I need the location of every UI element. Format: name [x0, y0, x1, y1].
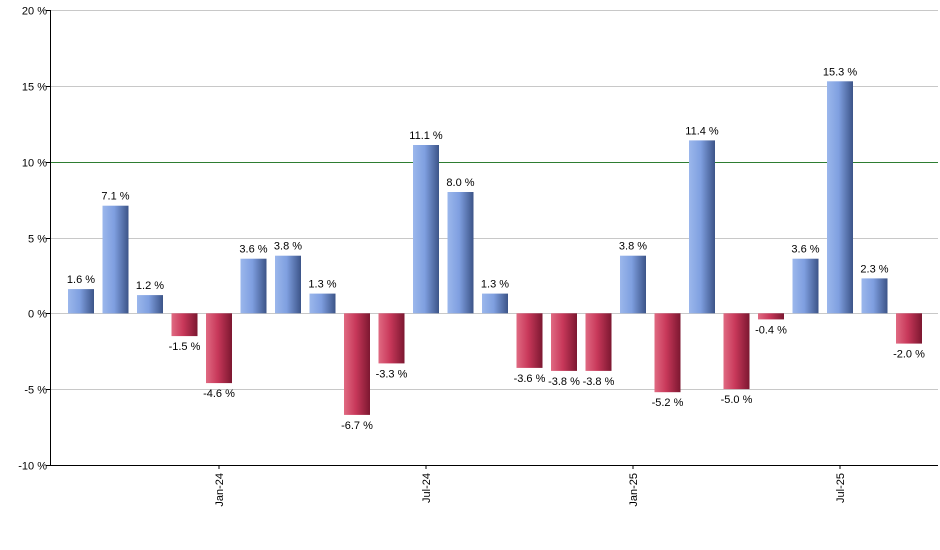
y-tick-label: 10 % [22, 158, 47, 170]
bar-positive [309, 293, 336, 314]
data-label: 7.1 % [101, 191, 129, 203]
bar-negative [585, 313, 612, 371]
data-label: 1.6 % [67, 274, 95, 286]
x-tick-label: Jul-25 [835, 473, 847, 503]
data-label: -1.5 % [169, 341, 201, 353]
data-label: -2.0 % [893, 349, 925, 361]
bar-negative [551, 313, 577, 371]
bar-positive [240, 258, 267, 314]
data-label: -3.6 % [514, 373, 546, 385]
data-label: 3.6 % [791, 244, 819, 256]
bar-negative [723, 313, 750, 390]
y-tick-label: 5 % [28, 234, 47, 246]
bar-positive [861, 278, 888, 314]
bar-positive [275, 255, 301, 314]
data-label: 8.0 % [446, 177, 474, 189]
x-tick-label: Jul-24 [421, 473, 433, 503]
data-label: 11.1 % [409, 130, 443, 142]
data-label: -3.3 % [376, 368, 408, 380]
data-label: 1.2 % [136, 280, 164, 292]
data-label: -6.7 % [341, 420, 373, 432]
data-label: 15.3 % [823, 66, 857, 78]
bar-negative [516, 313, 543, 368]
y-tick-label: 20 % [22, 6, 47, 18]
data-label: 1.3 % [481, 279, 509, 291]
bar-positive [827, 81, 853, 314]
bar-positive [620, 255, 646, 314]
data-label: -5.0 % [721, 394, 753, 406]
data-label: -0.4 % [755, 324, 787, 336]
data-label: 1.3 % [308, 279, 336, 291]
bar-positive [447, 192, 474, 314]
y-tick-label: 0 % [28, 309, 47, 321]
data-label: -5.2 % [652, 397, 684, 409]
y-tick-label: -10 % [18, 461, 47, 473]
data-label: 11.4 % [685, 125, 719, 137]
bar-negative [654, 313, 681, 393]
bar-positive [482, 293, 508, 314]
data-label: -3.8 % [583, 376, 615, 388]
data-label: 3.8 % [274, 241, 302, 253]
bar-positive [792, 258, 819, 314]
data-label: -3.8 % [548, 376, 580, 388]
bars [68, 81, 922, 415]
data-labels: 1.6 % 7.1 % 1.2 % -1.5 % -4.6 % 3.6 % 3.8 % 1.3… [67, 66, 925, 432]
data-label: 2.3 % [860, 263, 888, 275]
bar-positive [413, 145, 439, 314]
bar-negative [758, 313, 784, 320]
data-label: -4.6 % [203, 388, 235, 400]
bar-negative [378, 313, 405, 364]
bar-negative [206, 313, 232, 384]
y-tick-label: 15 % [22, 82, 47, 94]
bar-negative [896, 313, 922, 344]
x-tick-label: Jan-25 [628, 473, 640, 507]
data-label: 3.8 % [619, 241, 647, 253]
bar-negative [344, 313, 370, 415]
data-label: 3.6 % [239, 244, 267, 256]
axes: -10 % -5 % 0 % 5 % 10 % 15 % 20 % Jan-24 Jul-24 J… [18, 6, 938, 507]
bar-positive [689, 140, 715, 314]
bar-positive [68, 289, 94, 314]
bar-positive [137, 295, 163, 314]
x-tick-label: Jan-24 [214, 473, 226, 507]
y-tick-label: -5 % [24, 385, 47, 397]
bar-negative [171, 313, 198, 337]
bar-positive [102, 205, 129, 314]
